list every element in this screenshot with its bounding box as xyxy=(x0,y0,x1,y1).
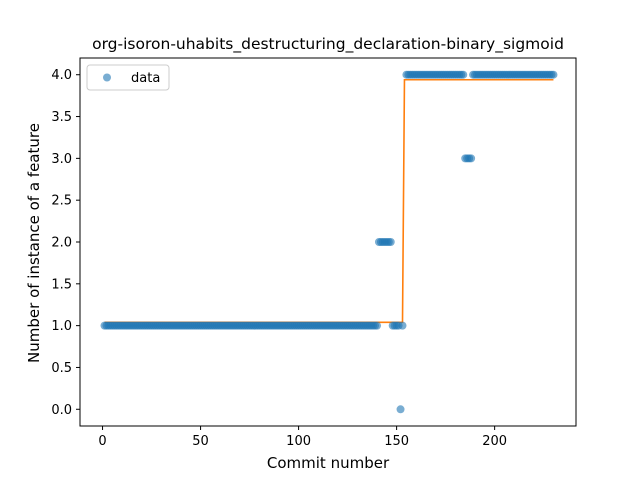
chart-title: org-isoron-uhabits_destructuring_declara… xyxy=(92,35,564,54)
data-point xyxy=(467,154,476,163)
plot-area xyxy=(100,70,558,414)
y-tick-label: 1.5 xyxy=(51,277,72,292)
y-tick-label: 3.5 xyxy=(51,110,72,125)
x-tick-label: 50 xyxy=(192,434,209,449)
legend-marker xyxy=(103,73,111,82)
y-tick-label: 0.5 xyxy=(51,361,72,376)
x-tick-label: 0 xyxy=(98,434,106,449)
y-axis-label: Number of instance of a feature xyxy=(25,123,43,363)
y-tick-label: 2.5 xyxy=(51,194,72,209)
data-point xyxy=(459,70,468,79)
data-point xyxy=(396,405,405,414)
x-tick-label: 200 xyxy=(482,434,507,449)
y-tick-label: 3.0 xyxy=(51,152,72,167)
y-tick-label: 0.0 xyxy=(51,403,72,418)
x-tick-label: 150 xyxy=(384,434,409,449)
y-tick-label: 4.0 xyxy=(51,68,72,83)
data-point xyxy=(549,70,558,79)
x-tick-label: 100 xyxy=(286,434,311,449)
legend-box xyxy=(86,64,170,91)
y-tick-label: 1.0 xyxy=(51,319,72,334)
legend: data xyxy=(86,64,170,91)
legend-label: data xyxy=(131,71,160,86)
data-point xyxy=(373,321,382,330)
data-point xyxy=(386,238,395,246)
x-axis-label: Commit number xyxy=(267,454,390,472)
y-tick-label: 2.0 xyxy=(51,236,72,251)
axes: 0 50 100 150 200 0.0 0.5 1.0 1.5 2.0 2.5 3.0 3.5 4.0 xyxy=(51,57,577,449)
data-point xyxy=(398,321,407,330)
